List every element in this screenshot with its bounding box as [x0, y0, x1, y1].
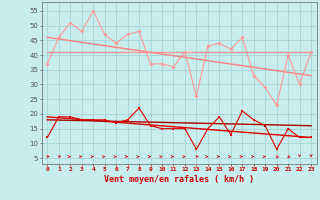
X-axis label: Vent moyen/en rafales ( km/h ): Vent moyen/en rafales ( km/h ) [104, 175, 254, 184]
